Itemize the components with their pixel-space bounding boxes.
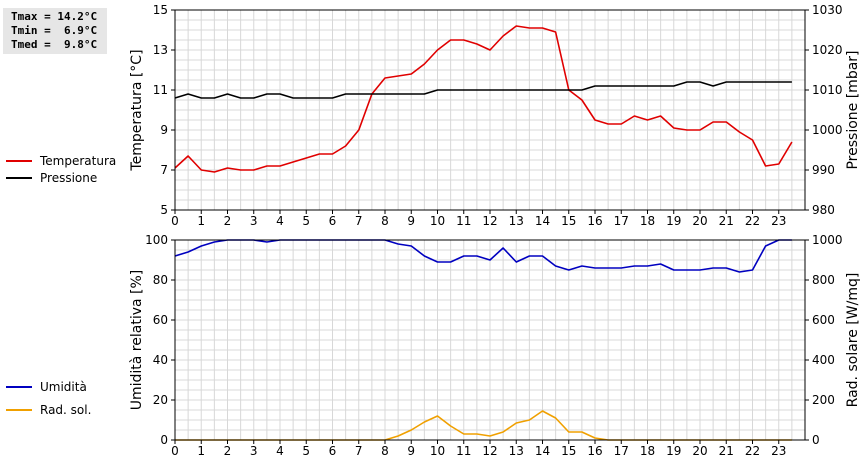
top-x-tick-label: 2 bbox=[224, 214, 232, 228]
top-x-tick-label: 1 bbox=[197, 214, 205, 228]
legend-item-pressione: Pressione bbox=[6, 171, 97, 185]
top-x-tick-label: 18 bbox=[640, 214, 655, 228]
bottom-x-tick-label: 0 bbox=[171, 444, 179, 458]
bottom-x-tick-label: 17 bbox=[614, 444, 629, 458]
top-x-tick-label: 0 bbox=[171, 214, 179, 228]
bottom-y-right-tick-label: 200 bbox=[812, 393, 835, 407]
top-y-left-tick-label: 7 bbox=[160, 163, 168, 177]
top-x-tick-label: 20 bbox=[692, 214, 707, 228]
legend-label-temperatura: Temperatura bbox=[40, 154, 117, 168]
top-y-left-tick-label: 11 bbox=[153, 83, 168, 97]
legend-swatch-pressione bbox=[6, 177, 32, 179]
bottom-x-tick-label: 21 bbox=[719, 444, 734, 458]
stat-tmin: Tmin = 6.9°C bbox=[11, 24, 98, 37]
top-x-tick-label: 16 bbox=[587, 214, 602, 228]
bottom-y-left-tick-label: 80 bbox=[153, 273, 168, 287]
bottom-x-tick-label: 23 bbox=[771, 444, 786, 458]
bottom-y-right-axis-title: Rad. solare [W/mq] bbox=[845, 273, 860, 408]
top-x-tick-label: 8 bbox=[381, 214, 389, 228]
top-x-tick-label: 17 bbox=[614, 214, 629, 228]
bottom-x-tick-label: 11 bbox=[456, 444, 471, 458]
bottom-x-tick-label: 4 bbox=[276, 444, 284, 458]
bottom-y-right-tick-label: 0 bbox=[812, 433, 820, 447]
top-y-right-tick-label: 1030 bbox=[812, 3, 843, 17]
bottom-x-tick-label: 12 bbox=[482, 444, 497, 458]
legend-item-temperatura: Temperatura bbox=[6, 154, 116, 168]
bottom-x-tick-label: 10 bbox=[430, 444, 445, 458]
top-y-left-tick-label: 5 bbox=[160, 203, 168, 217]
bottom-series-rad-sol bbox=[175, 410, 792, 441]
top-x-tick-label: 22 bbox=[745, 214, 760, 228]
top-y-left-tick-label: 15 bbox=[153, 3, 168, 17]
legend-swatch-temperatura bbox=[6, 160, 32, 162]
legend-swatch-rad-sol bbox=[6, 409, 32, 411]
bottom-y-left-tick-label: 60 bbox=[153, 313, 168, 327]
top-x-tick-label: 12 bbox=[482, 214, 497, 228]
legend-label-rad-sol: Rad. sol. bbox=[40, 403, 92, 417]
bottom-y-left-axis-title: Umidità relativa [%] bbox=[129, 270, 145, 411]
legend-swatch-umidita bbox=[6, 386, 32, 388]
bottom-x-tick-label: 1 bbox=[197, 444, 205, 458]
legend-item-rad-sol: Rad. sol. bbox=[6, 403, 91, 417]
top-x-tick-label: 9 bbox=[407, 214, 415, 228]
bottom-x-tick-label: 6 bbox=[329, 444, 337, 458]
bottom-series-umidit bbox=[174, 239, 792, 273]
top-x-tick-label: 15 bbox=[561, 214, 576, 228]
bottom-x-tick-label: 7 bbox=[355, 444, 363, 458]
bottom-y-right-tick-label: 600 bbox=[812, 313, 835, 327]
top-x-tick-label: 21 bbox=[719, 214, 734, 228]
bottom-y-left-tick-label: 40 bbox=[153, 353, 168, 367]
top-x-tick-label: 14 bbox=[535, 214, 550, 228]
bottom-y-left-tick-label: 0 bbox=[160, 433, 168, 447]
bottom-x-tick-label: 18 bbox=[640, 444, 655, 458]
top-x-tick-label: 11 bbox=[456, 214, 471, 228]
top-x-tick-label: 13 bbox=[509, 214, 524, 228]
top-y-right-tick-label: 980 bbox=[812, 203, 835, 217]
top-x-tick-label: 5 bbox=[302, 214, 310, 228]
bottom-y-right-tick-label: 1000 bbox=[812, 233, 843, 247]
bottom-y-left-tick-label: 100 bbox=[145, 233, 168, 247]
legend-label-umidita: Umidità bbox=[40, 380, 87, 394]
top-y-left-tick-label: 9 bbox=[160, 123, 168, 137]
top-y-right-tick-label: 990 bbox=[812, 163, 835, 177]
bottom-x-tick-label: 13 bbox=[509, 444, 524, 458]
stat-tmax: Tmax = 14.2°C bbox=[11, 10, 98, 23]
bottom-x-tick-label: 20 bbox=[692, 444, 707, 458]
stats-box: Tmax = 14.2°C Tmin = 6.9°C Tmed = 9.8°C bbox=[3, 8, 107, 54]
top-x-tick-label: 3 bbox=[250, 214, 258, 228]
top-series-pressione bbox=[174, 81, 792, 99]
top-y-left-axis-title: Temperatura [°C] bbox=[129, 49, 145, 171]
bottom-x-tick-label: 8 bbox=[381, 444, 389, 458]
bottom-x-tick-label: 15 bbox=[561, 444, 576, 458]
top-y-right-tick-label: 1010 bbox=[812, 83, 843, 97]
top-y-right-axis-title: Pressione [mbar] bbox=[845, 50, 860, 169]
top-y-right-tick-label: 1020 bbox=[812, 43, 843, 57]
top-x-tick-label: 10 bbox=[430, 214, 445, 228]
top-x-tick-label: 7 bbox=[355, 214, 363, 228]
bottom-x-tick-label: 19 bbox=[666, 444, 681, 458]
bottom-x-tick-label: 5 bbox=[302, 444, 310, 458]
bottom-x-tick-label: 3 bbox=[250, 444, 258, 458]
legend-item-umidita: Umidità bbox=[6, 380, 87, 394]
top-x-tick-label: 19 bbox=[666, 214, 681, 228]
top-x-tick-label: 23 bbox=[771, 214, 786, 228]
bottom-y-right-tick-label: 800 bbox=[812, 273, 835, 287]
bottom-x-tick-label: 14 bbox=[535, 444, 550, 458]
bottom-y-right-tick-label: 400 bbox=[812, 353, 835, 367]
bottom-x-tick-label: 2 bbox=[224, 444, 232, 458]
bottom-x-tick-label: 9 bbox=[407, 444, 415, 458]
top-x-tick-label: 4 bbox=[276, 214, 284, 228]
top-series-temperatura bbox=[174, 25, 793, 173]
bottom-x-tick-label: 22 bbox=[745, 444, 760, 458]
top-x-tick-label: 6 bbox=[329, 214, 337, 228]
top-y-right-tick-label: 1000 bbox=[812, 123, 843, 137]
bottom-x-tick-label: 16 bbox=[587, 444, 602, 458]
legend-label-pressione: Pressione bbox=[40, 171, 98, 185]
stat-tmed: Tmed = 9.8°C bbox=[11, 38, 98, 51]
bottom-y-left-tick-label: 20 bbox=[153, 393, 168, 407]
top-y-left-tick-label: 13 bbox=[153, 43, 168, 57]
